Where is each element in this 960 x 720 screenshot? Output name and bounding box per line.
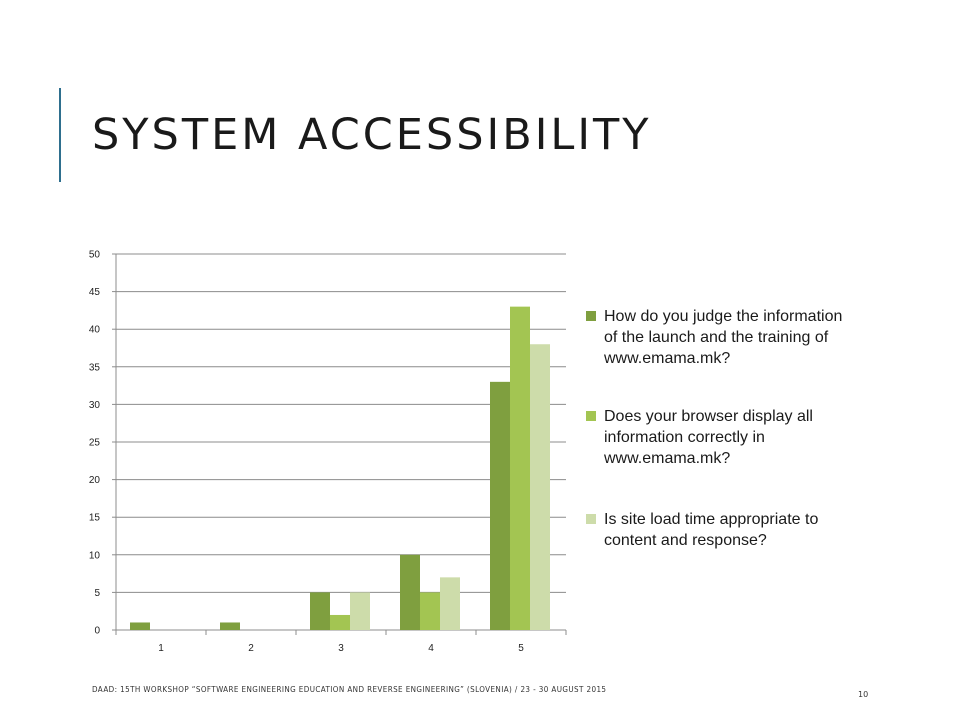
x-tick-label: 1 — [158, 643, 164, 654]
bar-series-1-cat-1 — [130, 622, 150, 630]
x-tick-label: 2 — [248, 643, 254, 654]
legend-swatch-series-2 — [586, 411, 596, 421]
x-tick-label: 3 — [338, 643, 344, 654]
bar-series-1-cat-2 — [220, 622, 240, 630]
legend-swatch-series-3 — [586, 514, 596, 524]
bar-series-2-cat-3 — [330, 614, 350, 630]
y-tick-label: 30 — [89, 400, 101, 411]
bar-series-3-cat-5 — [530, 344, 550, 630]
bar-series-3-cat-4 — [440, 577, 460, 630]
legend-swatch-series-1 — [586, 311, 596, 321]
page-number: 10 — [858, 690, 869, 699]
legend-item-series-3: Is site load time appropriate to content… — [586, 509, 849, 551]
y-tick-label: 15 — [89, 513, 101, 524]
bar-series-1-cat-3 — [310, 592, 330, 630]
y-tick-label: 35 — [89, 362, 101, 373]
y-tick-label: 25 — [89, 438, 101, 449]
bar-series-2-cat-4 — [420, 592, 440, 630]
y-tick-label: 40 — [89, 325, 101, 336]
bar-series-2-cat-5 — [510, 306, 530, 630]
legend-item-series-2: Does your browser display all informatio… — [586, 406, 849, 469]
y-tick-label: 5 — [94, 588, 100, 599]
legend-label-series-3: Is site load time appropriate to content… — [604, 511, 819, 549]
title-accent-bar — [59, 88, 61, 182]
y-tick-label: 45 — [89, 287, 101, 298]
y-tick-label: 10 — [89, 550, 101, 561]
slide-title: SYSTEM ACCESSIBILITY — [92, 110, 652, 160]
x-tick-label: 5 — [518, 643, 524, 654]
bar-series-1-cat-4 — [400, 554, 420, 630]
bar-series-3-cat-3 — [350, 592, 370, 630]
legend-item-series-1: How do you judge the information of the … — [586, 306, 849, 369]
legend-label-series-2: Does your browser display all informatio… — [604, 408, 813, 467]
legend-label-series-1: How do you judge the information of the … — [604, 308, 843, 367]
y-tick-label: 0 — [94, 626, 100, 637]
x-tick-label: 4 — [428, 643, 434, 654]
bar-series-1-cat-5 — [490, 381, 510, 630]
y-tick-label: 20 — [89, 475, 101, 486]
y-tick-label: 50 — [89, 250, 101, 261]
slide-footer: DAAD: 15TH WORKSHOP “SOFTWARE ENGINEERIN… — [92, 685, 607, 694]
